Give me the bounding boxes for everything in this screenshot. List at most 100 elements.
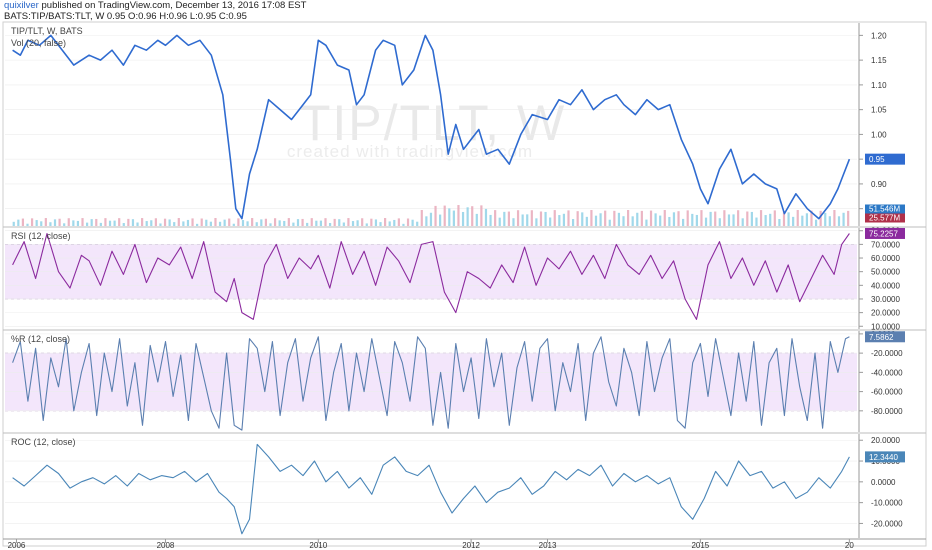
volume-bar <box>833 210 836 226</box>
volume-bar <box>104 218 107 226</box>
volume-bar <box>246 221 249 226</box>
volume-bar <box>127 218 130 226</box>
volume-bar <box>516 210 520 226</box>
volume-bar <box>571 219 575 226</box>
pane-label: TIP/TLT, W, BATS <box>11 26 83 36</box>
volume-bar <box>411 219 414 226</box>
volume-bar <box>85 222 89 226</box>
y-tick-label: 0.0000 <box>871 478 896 487</box>
volume-label: Vol (20, false) <box>11 38 66 48</box>
volume-bar <box>196 223 199 226</box>
volume-bar <box>604 210 607 226</box>
volume-bar <box>159 223 162 226</box>
volume-bar <box>429 212 433 226</box>
volume-bar <box>535 218 538 226</box>
volume-bar <box>163 218 167 226</box>
volume-bar <box>384 218 387 226</box>
publish-line: quixilver published on TradingView.com, … <box>4 0 924 11</box>
x-tick-label: 2006 <box>8 541 26 550</box>
pane-williams-r[interactable]: 0.0000-20.0000-40.0000-60.0000-80.0000%R… <box>3 329 926 432</box>
x-tick-label: 2013 <box>539 541 557 550</box>
pane-price[interactable]: 1.201.151.101.051.000.950.900.85TIP/TLT,… <box>5 23 905 226</box>
volume-bar <box>278 220 281 226</box>
volume-bar <box>704 217 708 226</box>
volume-bar <box>273 218 277 226</box>
volume-bar <box>182 221 185 226</box>
volume-badge-label: 51.546M <box>869 205 900 214</box>
volume-bar <box>576 211 579 226</box>
volume-bar <box>828 216 831 226</box>
volume-bar <box>562 213 566 226</box>
volume-bar <box>475 213 478 226</box>
volume-bar <box>695 214 698 226</box>
volume-bar <box>324 218 327 226</box>
volume-bar <box>507 211 510 226</box>
chart-frame <box>2 21 927 547</box>
y-tick-label: -10.0000 <box>871 499 903 508</box>
pane-label: RSI (12, close) <box>11 231 71 241</box>
volume-bar <box>558 215 561 226</box>
volume-bar <box>264 218 268 226</box>
volume-bar <box>599 213 602 226</box>
volume-bar <box>53 219 57 226</box>
chart-header: quixilver published on TradingView.com, … <box>4 0 924 22</box>
volume-bar <box>567 210 570 226</box>
volume-bar <box>218 221 222 226</box>
volume-bar <box>649 210 653 226</box>
volume-bar <box>30 218 34 226</box>
volume-bar <box>805 213 809 226</box>
x-tick-label: 20 <box>845 541 854 550</box>
volume-bar <box>530 210 533 226</box>
series-line-rsi[interactable] <box>12 232 850 320</box>
volume-bar <box>21 218 25 226</box>
volume-bar <box>310 218 313 226</box>
volume-bar <box>489 214 492 226</box>
y-tick-label: 20.0000 <box>871 436 900 445</box>
volume-bar <box>154 218 157 226</box>
volume-bar <box>333 218 336 226</box>
pane-roc[interactable]: 20.000010.00000.0000-10.0000-20.0000ROC … <box>3 432 926 538</box>
y-tick-label: -80.0000 <box>871 407 903 416</box>
volume-bar <box>773 210 776 226</box>
pane-rsi[interactable]: 80.000070.000060.000050.000040.000030.00… <box>3 226 926 332</box>
volume-bar <box>232 223 235 226</box>
volume-bar <box>67 218 70 226</box>
volume-bar <box>95 218 98 226</box>
series-line-roc[interactable] <box>12 443 850 535</box>
volume-bar <box>842 212 845 226</box>
watermark-title: TIP/TLT, W <box>300 95 566 151</box>
volume-bar <box>448 208 451 226</box>
volume-bar <box>63 223 66 226</box>
volume-bar <box>718 218 721 226</box>
volume-bars <box>12 205 850 226</box>
volume-bar <box>393 219 396 226</box>
volume-bar <box>406 218 410 226</box>
volume-bar <box>796 210 799 226</box>
volume-bar <box>668 216 671 226</box>
y-tick-label: 10.0000 <box>871 322 900 331</box>
volume-bar <box>136 222 139 226</box>
pane-label: ROC (12, close) <box>11 437 76 447</box>
volume-bar <box>150 220 153 226</box>
volume-bar <box>370 218 373 226</box>
last-value-label: 7.5862 <box>869 333 894 342</box>
last-value-badge <box>865 227 905 239</box>
volume-bar <box>498 217 501 226</box>
series-line-williams-r[interactable] <box>12 336 850 431</box>
volume-bar <box>659 215 662 226</box>
volume-bar <box>494 210 497 226</box>
volume-bar <box>608 219 611 226</box>
volume-bar <box>347 218 350 226</box>
volume-bar <box>553 210 556 226</box>
author-link[interactable]: quixilver <box>4 0 39 11</box>
volume-bar <box>682 218 685 226</box>
volume-bar <box>778 218 781 226</box>
volume-bar <box>145 221 148 226</box>
series-line-price[interactable] <box>12 34 851 220</box>
volume-bar <box>847 210 850 226</box>
volume-bar <box>727 214 731 226</box>
y-tick-label: 50.0000 <box>871 268 900 277</box>
volume-bar <box>319 220 323 226</box>
volume-bar <box>241 220 245 226</box>
